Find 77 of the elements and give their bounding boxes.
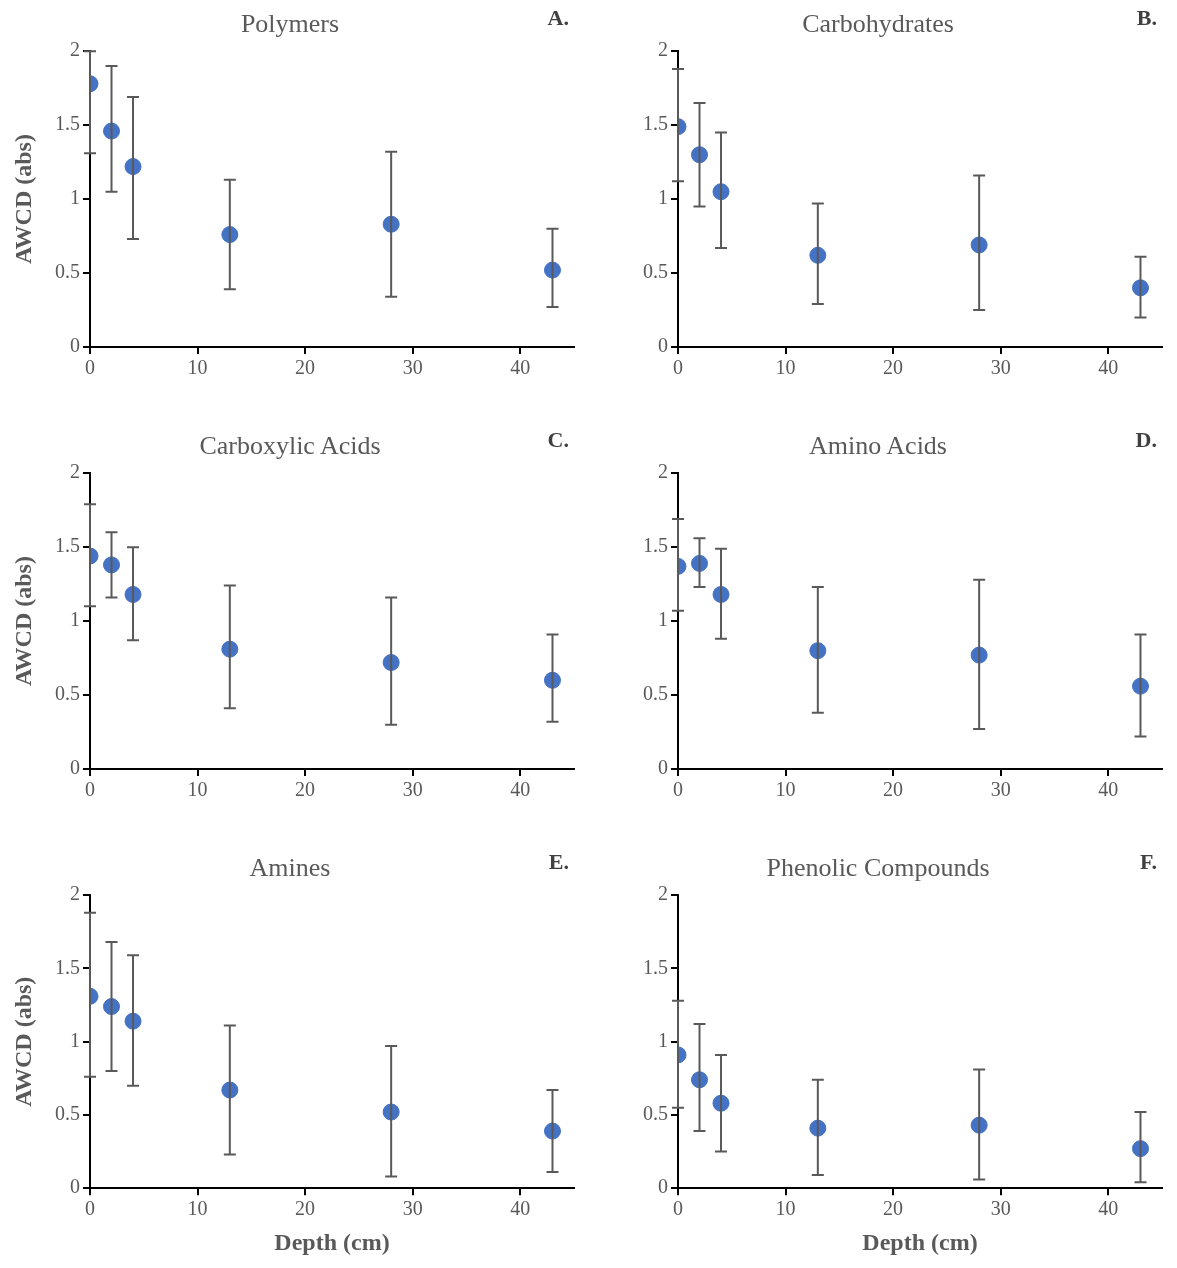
y-tick-label: 2: [70, 882, 80, 905]
x-tick-label: 10: [187, 778, 208, 801]
text: C.: [547, 426, 569, 452]
chart-title: Carboxylic Acids: [199, 431, 381, 461]
x-tick-label: 30: [402, 1197, 423, 1220]
chart-title: Phenolic Compounds: [766, 853, 990, 883]
y-tick-label: 1: [658, 1028, 668, 1051]
y-tick-label: 0.5: [643, 260, 668, 283]
x-tick-label: 30: [990, 356, 1011, 379]
x-tick-label: 0: [85, 1197, 95, 1220]
y-tick-label: 1.5: [643, 112, 668, 135]
y-tick-label: 2: [70, 460, 80, 483]
x-tick-label: 30: [402, 356, 423, 379]
x-tick-label: 10: [187, 356, 208, 379]
x-tick-label: 20: [295, 1197, 316, 1220]
x-axis-title: Depth (cm): [862, 1228, 978, 1255]
x-tick-label: 10: [775, 356, 796, 379]
y-tick-label: 1.5: [55, 955, 80, 978]
x-tick-label: 20: [883, 1197, 904, 1220]
x-tick-label: 30: [990, 1197, 1011, 1220]
x-tick-label: 20: [295, 778, 316, 801]
x-tick-label: 40: [510, 1197, 531, 1220]
y-tick-label: 1.5: [643, 534, 668, 557]
y-axis-title: AWCD (abs): [9, 556, 36, 687]
x-tick-label: 20: [295, 356, 316, 379]
y-tick-label: 0.5: [643, 1102, 668, 1125]
x-tick-label: 10: [775, 778, 796, 801]
x-tick-label: 0: [673, 1197, 683, 1220]
x-tick-label: 0: [673, 356, 683, 379]
x-tick-label: 10: [187, 1197, 208, 1220]
y-axis-title: AWCD (abs): [9, 976, 36, 1107]
y-tick-label: 1: [658, 186, 668, 209]
text: A.: [547, 4, 569, 30]
x-tick-label: 40: [1098, 356, 1119, 379]
x-tick-label: 10: [775, 1197, 796, 1220]
y-tick-label: 1: [658, 608, 668, 631]
x-tick-label: 30: [402, 778, 423, 801]
y-tick-label: 1: [70, 608, 80, 631]
x-tick-label: 20: [883, 778, 904, 801]
text: F.: [1140, 848, 1157, 874]
y-tick-label: 2: [658, 38, 668, 61]
y-tick-label: 1.5: [55, 112, 80, 135]
x-axis-title: Depth (cm): [274, 1228, 390, 1255]
x-tick-label: 0: [673, 778, 683, 801]
y-tick-label: 1.5: [643, 955, 668, 978]
y-tick-label: 2: [658, 882, 668, 905]
y-tick-label: 0: [70, 756, 80, 779]
x-tick-label: 30: [990, 778, 1011, 801]
y-tick-label: 0: [70, 1175, 80, 1198]
x-tick-label: 40: [510, 356, 531, 379]
y-tick-label: 1.5: [55, 534, 80, 557]
x-tick-label: 0: [85, 356, 95, 379]
chart-title: Polymers: [240, 9, 340, 39]
y-tick-label: 0.5: [643, 682, 668, 705]
x-tick-label: 0: [85, 778, 95, 801]
x-tick-label: 20: [883, 356, 904, 379]
y-tick-label: 0: [70, 334, 80, 357]
y-tick-label: 0.5: [55, 682, 80, 705]
x-tick-label: 40: [1098, 1197, 1119, 1220]
y-tick-label: 2: [70, 38, 80, 61]
y-tick-label: 0: [658, 334, 668, 357]
text: D.: [1135, 426, 1157, 452]
y-tick-label: 0.5: [55, 1102, 80, 1125]
chart-title: Amino Acids: [809, 431, 947, 461]
y-tick-label: 0.5: [55, 260, 80, 283]
text: E.: [548, 848, 569, 874]
y-tick-label: 2: [658, 460, 668, 483]
text: B.: [1136, 4, 1157, 30]
chart-title: Amines: [249, 853, 331, 883]
y-tick-label: 0: [658, 1175, 668, 1198]
y-axis-title: AWCD (abs): [9, 134, 36, 265]
y-tick-label: 0: [658, 756, 668, 779]
x-tick-label: 40: [1098, 778, 1119, 801]
y-tick-label: 1: [70, 186, 80, 209]
y-tick-label: 1: [70, 1028, 80, 1051]
x-tick-label: 40: [510, 778, 531, 801]
chart-title: Carbohydrates: [802, 9, 954, 39]
